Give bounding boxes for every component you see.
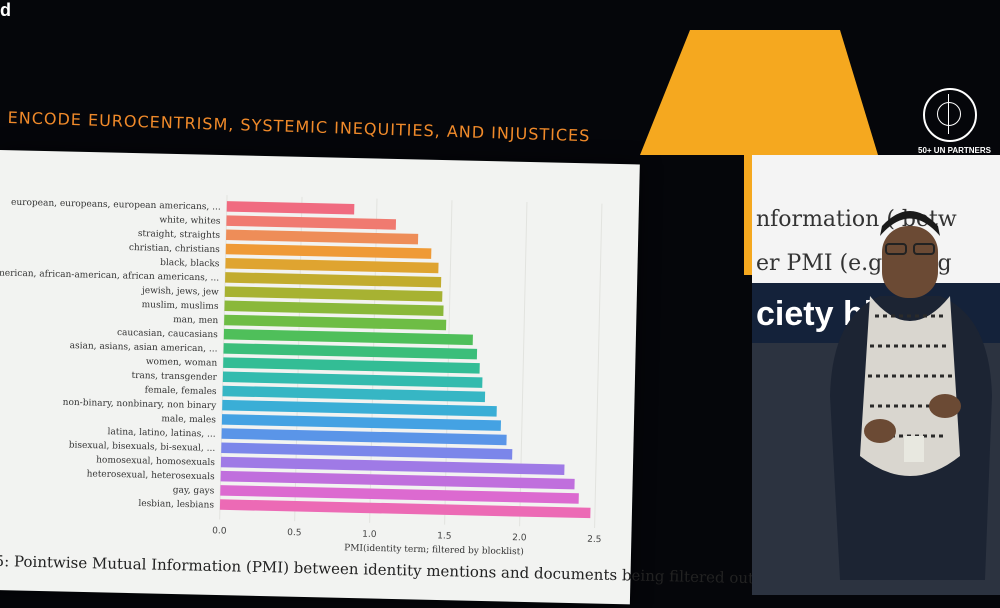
right-screen-top: [752, 155, 1000, 283]
category-label: white, whites: [159, 215, 221, 226]
bar: [220, 485, 579, 504]
pmi-bar-chart: european, europeans, european americans,…: [0, 195, 603, 557]
slide-title: ENCODE EUROCENTRISM, SYSTEMIC INEQUITIES…: [7, 108, 591, 146]
category-label: n american, african-american, african am…: [0, 268, 219, 283]
category-label: asian, asians, asian american, ...: [70, 341, 218, 354]
bar: [224, 286, 443, 302]
un-partners-logo: 50+ UN PARTNERS: [918, 88, 991, 155]
grid-line: [594, 203, 603, 528]
category-label: trans, transgender: [131, 371, 217, 383]
bar: [220, 456, 565, 475]
bar: [226, 229, 419, 245]
category-label: latina, latino, latinas, ...: [107, 427, 215, 439]
x-tick-label: 0.5: [287, 528, 302, 538]
category-label: muslim, muslims: [142, 300, 219, 312]
category-label: european, europeans, european americans,…: [11, 198, 221, 213]
bar: [224, 314, 447, 331]
un-emblem-icon: [923, 88, 977, 142]
category-label: heterosexual, heterosexuals: [87, 469, 216, 482]
category-label: non-binary, nonbinary, non binary: [63, 398, 218, 412]
grid-line: [519, 201, 528, 527]
bar: [221, 428, 507, 446]
corner-text: d: [0, 0, 11, 20]
bar: [219, 499, 591, 519]
bar: [223, 343, 478, 360]
bar: [225, 243, 432, 259]
bar: [226, 215, 397, 230]
conference-logo-shape: [640, 30, 878, 155]
x-tick-label: 0.0: [212, 526, 227, 536]
bar: [222, 399, 497, 417]
bar: [222, 371, 483, 388]
category-label: female, females: [145, 385, 217, 397]
x-tick-label: 2.0: [512, 533, 527, 543]
bar: [226, 201, 355, 215]
bar: [224, 300, 444, 317]
category-label: jewish, jews, jew: [141, 286, 219, 298]
category-label: male, males: [161, 414, 216, 425]
bar: [225, 257, 439, 274]
category-label: black, blacks: [160, 258, 220, 269]
x-tick-label: 2.5: [587, 535, 602, 545]
slide-screen: european, europeans, european americans,…: [0, 150, 806, 605]
bar: [220, 470, 575, 490]
x-tick-label: 1.5: [437, 531, 452, 541]
speaker-figure: [830, 211, 992, 580]
bar: [222, 385, 486, 403]
category-label: homosexual, homosexuals: [96, 455, 215, 468]
un-partners-text: 50+ UN PARTNERS: [918, 146, 991, 155]
bar: [221, 414, 501, 431]
category-label: lesbian, lesbians: [138, 499, 214, 511]
category-label: caucasian, caucasians: [117, 328, 218, 340]
bar: [223, 357, 480, 374]
bar: [225, 272, 442, 288]
category-label: gay, gays: [173, 486, 215, 497]
bar: [221, 442, 513, 460]
category-label: straight, straights: [138, 229, 221, 241]
orange-accent: [744, 155, 752, 275]
category-label: women, woman: [146, 357, 218, 369]
category-label: christian, christians: [129, 243, 221, 255]
x-tick-label: 1.0: [362, 530, 377, 540]
bar: [223, 328, 473, 346]
category-label: bisexual, bisexuals, bi-sexual, ...: [69, 441, 216, 454]
x-axis-label: PMI(identity term; filtered by blocklist…: [344, 542, 524, 557]
category-label: man, men: [173, 315, 218, 326]
